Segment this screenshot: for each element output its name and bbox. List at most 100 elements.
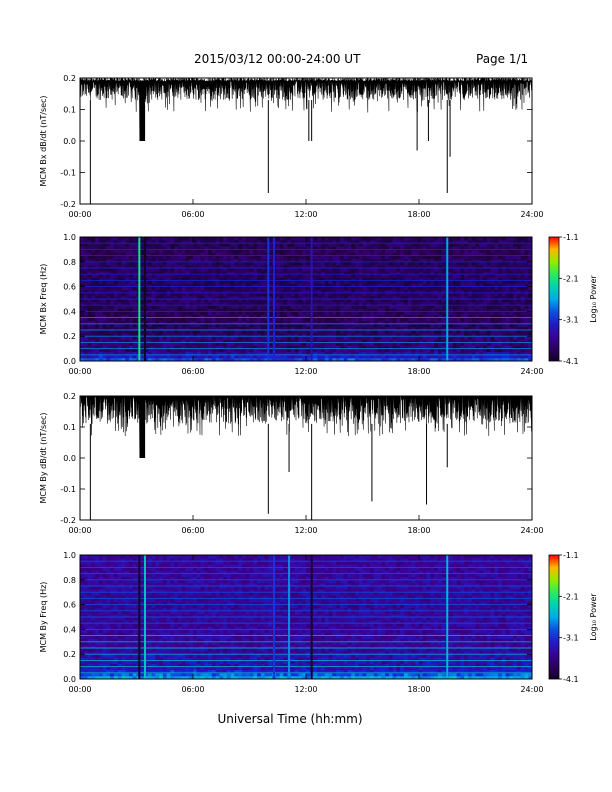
spectro-cell — [464, 330, 469, 334]
spectro-cell — [121, 261, 126, 266]
spectro-cell — [260, 339, 265, 343]
spectro-cell — [321, 314, 326, 318]
spectro-cell — [219, 317, 224, 322]
y-tick-label: 0.0 — [63, 357, 76, 366]
spectro-cell — [490, 342, 495, 346]
spectro-cell — [125, 271, 130, 275]
spectro-cell — [140, 320, 145, 325]
spectro-cell — [279, 308, 284, 312]
spectro-cell — [298, 243, 303, 247]
spectro-cell — [87, 249, 92, 253]
spectro-cell — [392, 268, 397, 272]
spectro-cell — [437, 323, 442, 328]
spectro-cell — [415, 333, 420, 337]
spectro-cell — [373, 249, 378, 253]
spectro-cell — [113, 264, 119, 269]
spectro-cell — [400, 330, 405, 334]
spectro-cell — [358, 351, 363, 356]
spectro-cell — [302, 351, 307, 356]
spectro-cell — [245, 255, 250, 260]
spectro-cell — [366, 308, 371, 312]
spectro-cell — [238, 345, 243, 349]
spectro-cell — [121, 255, 126, 260]
spectro-cell — [336, 255, 341, 260]
spectro-cell — [343, 295, 348, 300]
spectro-cell — [264, 305, 269, 309]
spectro-cell — [486, 326, 491, 331]
spectro-cell — [264, 320, 269, 325]
spectro-cell — [204, 675, 209, 680]
spectro-cell — [415, 274, 420, 278]
spectro-cell — [422, 354, 427, 359]
spectro-cell — [95, 348, 100, 353]
spectro-cell — [287, 237, 292, 241]
spectro-cell — [234, 299, 239, 303]
spectro-cell — [475, 311, 480, 315]
spectro-cell — [189, 323, 194, 328]
spectro-cell — [234, 339, 239, 343]
spectro-cell — [106, 357, 111, 362]
spectro-cell — [102, 280, 107, 284]
spectro-cell — [464, 264, 469, 269]
spectro-cell — [159, 289, 164, 294]
colorbar-tick-label: -4.1 — [563, 357, 579, 366]
spectro-cell — [162, 277, 168, 281]
spectro-cell — [253, 326, 258, 331]
spectro-cell — [373, 289, 378, 294]
spectro-cell — [328, 314, 333, 318]
spectro-cell — [441, 305, 446, 309]
spectro-cell — [385, 354, 390, 359]
spectro-cell — [460, 333, 465, 337]
spectro-cell — [298, 302, 303, 306]
spectro-cell — [475, 348, 480, 353]
spectro-cell — [324, 320, 329, 325]
spectro-cell — [113, 308, 119, 312]
spectro-cell — [362, 292, 367, 297]
spectro-cell — [260, 268, 265, 272]
spectro-cell — [185, 286, 190, 291]
spectro-cell — [347, 277, 352, 281]
spectro-cell — [460, 277, 465, 281]
spectro-cell — [505, 286, 510, 291]
spectro-cell — [505, 326, 510, 331]
spectro-cell — [494, 342, 499, 346]
spectro-cell — [226, 246, 232, 250]
spectro-cell — [185, 305, 190, 309]
spectro-cell — [464, 326, 469, 331]
spectro-cell — [377, 286, 382, 291]
spectro-cell — [306, 295, 311, 300]
spectro-cell — [125, 333, 130, 337]
spectro-cell — [437, 320, 442, 325]
spectro-cell — [422, 258, 427, 263]
spectro-cell — [396, 339, 401, 343]
spectro-cell — [264, 342, 269, 346]
spectro-cell — [430, 243, 435, 247]
spectro-cell — [215, 292, 220, 297]
spectro-cell — [317, 302, 322, 306]
spectro-cell — [211, 333, 216, 337]
spectro-cell — [392, 243, 397, 247]
spectro-cell — [415, 292, 420, 297]
spectro-cell — [177, 675, 183, 680]
spectro-cell — [193, 675, 198, 680]
spectro-cell — [467, 308, 473, 312]
spectro-cell — [520, 261, 525, 266]
spectro-cell — [328, 289, 333, 294]
spectro-cell — [140, 295, 145, 300]
spectro-cell — [505, 357, 510, 362]
spectro-cell — [140, 323, 145, 328]
spectro-cell — [279, 255, 284, 260]
spectro-cell — [343, 286, 348, 291]
spectro-cell — [200, 286, 205, 291]
spectro-cell — [437, 240, 442, 244]
spectro-cell — [362, 246, 367, 250]
spectro-cell — [230, 342, 235, 346]
spectro-cell — [464, 243, 469, 247]
spectro-cell — [467, 283, 473, 287]
spectro-cell — [215, 271, 220, 275]
spectro-cell — [370, 339, 375, 343]
spectro-cell — [177, 237, 183, 241]
spectro-cell — [486, 277, 491, 281]
spectro-cell — [87, 323, 92, 328]
spectro-cell — [211, 283, 216, 287]
